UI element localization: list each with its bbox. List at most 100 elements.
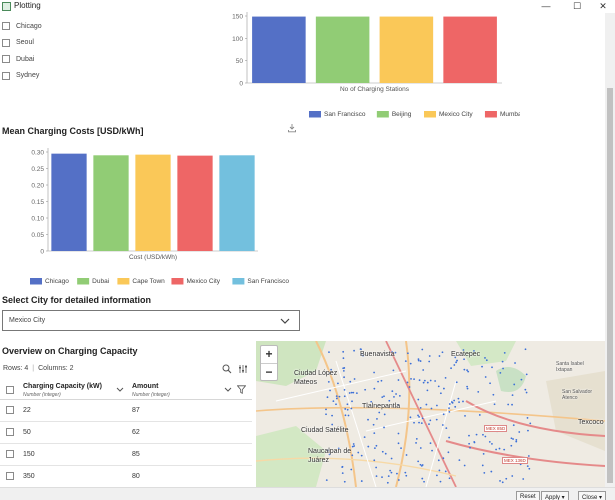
charging-station-marker[interactable] — [337, 382, 339, 385]
charging-station-marker[interactable] — [404, 471, 407, 474]
charging-station-marker[interactable] — [444, 376, 447, 379]
charging-station-marker[interactable] — [435, 474, 438, 477]
charging-station-marker[interactable] — [370, 400, 373, 403]
column-header-capacity[interactable]: Charging Capacity (kW) — [23, 383, 102, 390]
legend-label[interactable]: Chicago — [45, 278, 69, 285]
charging-station-marker[interactable] — [525, 373, 528, 376]
charging-station-marker[interactable] — [394, 351, 397, 354]
charging-station-marker[interactable] — [481, 365, 483, 368]
charging-station-marker[interactable] — [447, 451, 450, 454]
row-checkbox[interactable] — [6, 428, 14, 436]
search-icon[interactable] — [222, 364, 232, 374]
charging-station-marker[interactable] — [360, 353, 363, 355]
charging-station-marker[interactable] — [453, 364, 456, 366]
charging-station-marker[interactable] — [373, 459, 376, 462]
charging-station-marker[interactable] — [332, 400, 335, 403]
charging-station-marker[interactable] — [344, 414, 347, 417]
charging-station-marker[interactable] — [380, 379, 383, 382]
zoom-in-button[interactable]: + — [265, 347, 273, 361]
charging-station-marker[interactable] — [325, 413, 327, 416]
charging-station-marker[interactable] — [483, 471, 486, 474]
charging-station-marker[interactable] — [405, 454, 408, 456]
download-icon[interactable] — [287, 123, 297, 133]
chevron-down-icon[interactable] — [116, 387, 124, 393]
charging-station-marker[interactable] — [426, 381, 429, 384]
charging-station-marker[interactable] — [466, 387, 469, 390]
maximize-button[interactable]: ☐ — [572, 1, 582, 11]
charging-station-marker[interactable] — [331, 428, 334, 431]
charging-station-marker[interactable] — [492, 393, 495, 396]
charging-station-marker[interactable] — [376, 418, 378, 420]
city-checkbox-row[interactable]: Dubai — [2, 51, 42, 68]
charging-station-marker[interactable] — [510, 437, 513, 440]
charging-station-marker[interactable] — [450, 401, 453, 403]
close-dialog-button[interactable]: Close ▾ — [578, 491, 607, 500]
charging-station-marker[interactable] — [341, 466, 344, 468]
charging-station-marker[interactable] — [428, 423, 430, 426]
charging-station-marker[interactable] — [329, 389, 331, 392]
charging-station-marker[interactable] — [419, 360, 422, 362]
charging-station-marker[interactable] — [362, 354, 364, 357]
charging-station-marker[interactable] — [409, 416, 412, 419]
bar[interactable] — [252, 16, 306, 84]
charging-station-marker[interactable] — [453, 399, 456, 402]
charging-station-marker[interactable] — [426, 389, 429, 392]
charging-station-marker[interactable] — [490, 470, 493, 473]
charging-station-marker[interactable] — [409, 362, 412, 365]
bar[interactable] — [219, 155, 255, 251]
select-all-checkbox[interactable] — [6, 386, 14, 394]
charging-station-marker[interactable] — [389, 469, 392, 472]
charging-station-marker[interactable] — [342, 369, 345, 372]
legend-label[interactable]: San Francisco — [324, 111, 366, 118]
charging-station-marker[interactable] — [526, 465, 529, 468]
table-row[interactable]: 50 62 — [0, 422, 252, 444]
row-checkbox[interactable] — [6, 450, 14, 458]
charging-station-marker[interactable] — [439, 392, 442, 395]
charging-station-marker[interactable] — [373, 447, 376, 450]
charging-station-marker[interactable] — [437, 385, 440, 388]
chevron-down-icon[interactable] — [224, 387, 232, 393]
charging-station-marker[interactable] — [363, 436, 366, 439]
charging-station-marker[interactable] — [518, 431, 521, 433]
charging-station-marker[interactable] — [381, 476, 383, 479]
legend-label[interactable]: Mexico City — [186, 278, 220, 285]
charging-station-marker[interactable] — [511, 475, 514, 477]
charging-station-marker[interactable] — [503, 351, 506, 354]
charging-station-marker[interactable] — [429, 442, 432, 445]
charging-station-marker[interactable] — [375, 466, 378, 469]
charging-station-marker[interactable] — [344, 408, 347, 410]
charging-station-marker[interactable] — [462, 400, 464, 403]
charging-station-marker[interactable] — [351, 454, 354, 457]
charging-station-marker[interactable] — [469, 446, 471, 449]
checkbox[interactable] — [2, 38, 10, 47]
charging-station-marker[interactable] — [360, 480, 363, 482]
reset-button[interactable]: Reset — [516, 491, 540, 500]
charging-station-marker[interactable] — [448, 407, 450, 410]
bar[interactable] — [135, 154, 171, 251]
charging-station-marker[interactable] — [348, 392, 351, 394]
charging-station-marker[interactable] — [522, 478, 525, 480]
charging-station-marker[interactable] — [527, 455, 530, 457]
charging-station-marker[interactable] — [430, 407, 433, 410]
charging-station-marker[interactable] — [335, 395, 338, 398]
charging-station-marker[interactable] — [350, 468, 353, 471]
charging-station-marker[interactable] — [484, 376, 487, 378]
charging-station-marker[interactable] — [455, 381, 458, 384]
charging-station-marker[interactable] — [395, 393, 397, 395]
charging-station-marker[interactable] — [391, 350, 394, 353]
charging-station-marker[interactable] — [353, 445, 356, 447]
charging-station-marker[interactable] — [335, 397, 338, 400]
bar[interactable] — [93, 155, 129, 251]
charging-station-marker[interactable] — [485, 359, 488, 362]
charging-station-marker[interactable] — [392, 369, 395, 372]
checkbox[interactable] — [2, 55, 10, 64]
charging-station-marker[interactable] — [328, 351, 330, 354]
legend-label[interactable]: Mexico City — [439, 111, 473, 118]
charging-station-marker[interactable] — [419, 447, 422, 449]
charging-station-marker[interactable] — [524, 388, 527, 391]
charging-station-marker[interactable] — [352, 391, 355, 394]
charging-station-marker[interactable] — [342, 357, 345, 360]
table-row[interactable]: 22 87 — [0, 400, 252, 422]
charging-station-marker[interactable] — [448, 436, 451, 439]
charging-station-marker[interactable] — [390, 471, 393, 474]
